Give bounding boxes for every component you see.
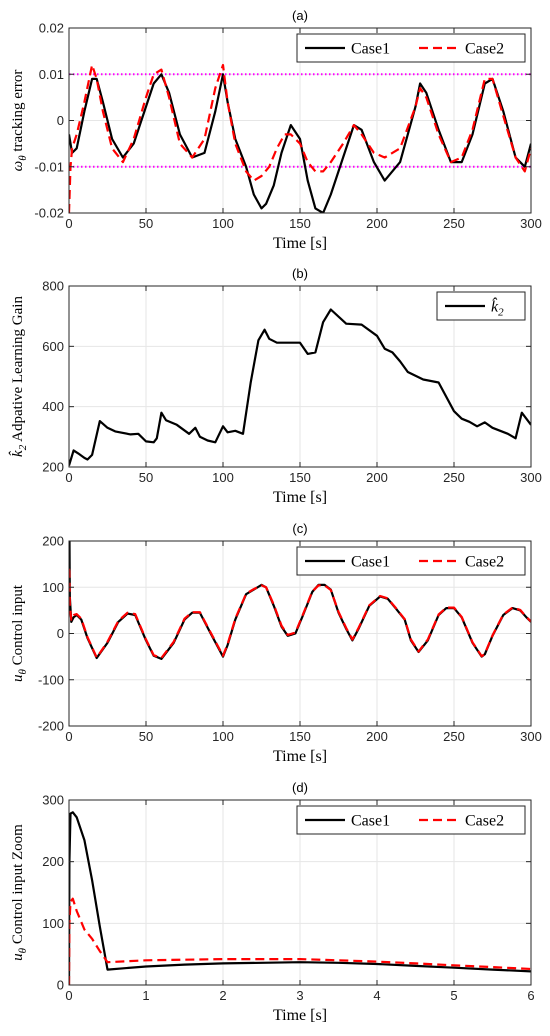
x-tick-label: 300	[520, 216, 542, 231]
y-tick-label: -100	[38, 672, 64, 687]
x-axis-label: Time [s]	[273, 235, 327, 252]
x-tick-label: 50	[139, 216, 153, 231]
x-tick-label: 100	[212, 216, 234, 231]
y-axis-label: k̂2 Adpative Learning Gain	[9, 296, 29, 457]
y-tick-label: -200	[38, 719, 64, 734]
x-tick-label: 250	[443, 216, 465, 231]
legend-label: Case2	[465, 554, 504, 571]
x-tick-label: 200	[366, 729, 388, 744]
legend: Case1 Case2	[296, 805, 526, 835]
y-tick-label: 300	[42, 793, 64, 808]
x-tick-label: 0	[65, 470, 72, 485]
x-tick-label: 250	[443, 729, 465, 744]
x-tick-label: 50	[139, 470, 153, 485]
x-axis-label: Time [s]	[273, 748, 327, 765]
chart-title: (a)	[292, 8, 308, 23]
chart-c: 0 50 100 150 200 250 300 -200 -100 0 100 200 (c) Time…	[10, 521, 542, 765]
y-tick-label: -0.02	[34, 206, 64, 221]
series-group	[69, 541, 531, 661]
x-tick-label: 300	[520, 470, 542, 485]
y-tick-label: 800	[42, 279, 64, 294]
y-tick-label: 0.01	[39, 67, 64, 82]
chart-a: 0 50 100 150 200 250 300 -0.02 -0.01 0 0.01 0.02 (a)…	[10, 8, 542, 252]
series-line-2	[69, 63, 531, 213]
x-tick-label: 3	[296, 988, 303, 1003]
x-tick-label: 0	[65, 729, 72, 744]
series-line-2	[69, 568, 531, 660]
x-axis-label: Time [s]	[273, 489, 327, 506]
y-tick-label: 0.02	[39, 21, 64, 36]
legend: Case1 Case2	[296, 546, 526, 576]
series-line-2	[69, 897, 531, 985]
x-tick-label: 200	[366, 216, 388, 231]
x-tick-label: 6	[527, 988, 534, 1003]
x-tick-label: 5	[450, 988, 457, 1003]
x-tick-label: 200	[366, 470, 388, 485]
series-line-1	[69, 811, 531, 985]
series-group	[69, 63, 531, 213]
chart-b: 0 50 100 150 200 250 300 200 400 600 800 (b) Time [s…	[9, 266, 542, 506]
x-tick-label: 50	[139, 729, 153, 744]
legend-label: Case2	[465, 813, 504, 830]
legend: Case1 Case2	[296, 33, 526, 63]
y-axis-label: uθ Control input Zoom	[10, 824, 29, 961]
y-tick-label: 0	[57, 978, 64, 993]
chart-d: 0 1 2 3 4 5 6 0 100 200 300 (d) Time [s] uθ Control i…	[10, 780, 535, 1024]
y-tick-label: 200	[42, 854, 64, 869]
x-tick-label: 2	[219, 988, 226, 1003]
series-line-1	[69, 308, 531, 466]
y-tick-label: -0.01	[34, 159, 64, 174]
x-tick-label: 0	[65, 988, 72, 1003]
x-tick-label: 150	[289, 470, 311, 485]
y-axis-label: uθ Control input	[10, 584, 29, 682]
x-tick-label: 300	[520, 729, 542, 744]
legend-label: Case2	[465, 41, 504, 58]
chart-title: (d)	[292, 780, 308, 795]
y-tick-label: 0	[57, 626, 64, 641]
x-axis-label: Time [s]	[273, 1007, 327, 1024]
y-axis-label: ωθ tracking error	[10, 70, 29, 172]
legend-label: Case1	[351, 554, 390, 571]
y-tick-label: 200	[42, 534, 64, 549]
y-tick-label: 400	[42, 399, 64, 414]
x-tick-label: 150	[289, 216, 311, 231]
y-tick-label: 100	[42, 580, 64, 595]
chart-title: (c)	[292, 521, 307, 536]
y-tick-label: 200	[42, 460, 64, 475]
x-tick-label: 150	[289, 729, 311, 744]
x-tick-label: 100	[212, 729, 234, 744]
series-group	[69, 308, 531, 466]
y-tick-label: 0	[57, 113, 64, 128]
legend-label: k̂2	[491, 296, 504, 318]
legend-label: Case1	[351, 41, 390, 58]
x-tick-label: 1	[142, 988, 149, 1003]
x-tick-label: 0	[65, 216, 72, 231]
legend: k̂2	[436, 291, 526, 321]
x-tick-label: 250	[443, 470, 465, 485]
y-tick-label: 100	[42, 916, 64, 931]
y-tick-label: 600	[42, 339, 64, 354]
series-group	[69, 811, 531, 985]
x-tick-label: 100	[212, 470, 234, 485]
chart-title: (b)	[292, 266, 308, 281]
legend-label: Case1	[351, 813, 390, 830]
x-tick-label: 4	[373, 988, 380, 1003]
